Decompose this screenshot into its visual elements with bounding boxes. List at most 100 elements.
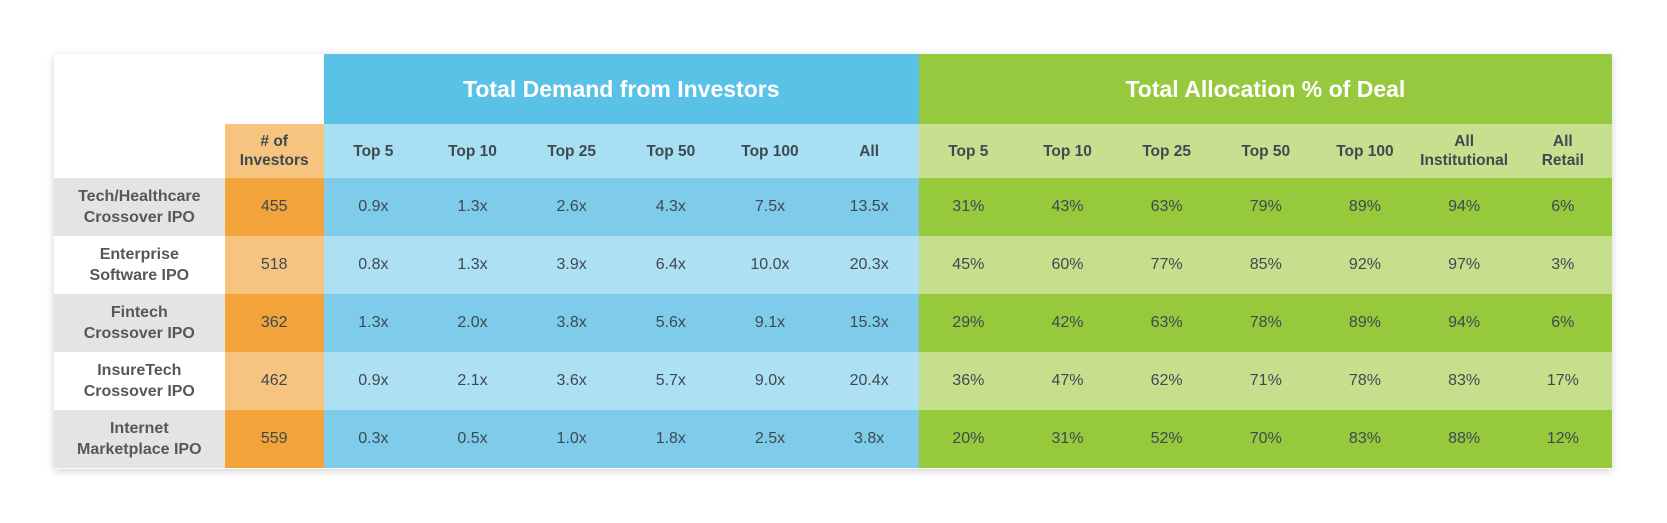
allocation-column-header: Top 10: [1017, 124, 1118, 178]
allocation-cell: 6%: [1513, 178, 1612, 236]
allocation-cell: 77%: [1117, 236, 1217, 294]
allocation-cell: 94%: [1414, 178, 1514, 236]
allocation-cell: 97%: [1414, 236, 1514, 294]
allocation-header-line: All: [1552, 133, 1573, 150]
demand-cell: 3.8x: [522, 294, 622, 352]
allocation-cell: 29%: [918, 294, 1018, 352]
allocation-cell: 89%: [1315, 178, 1415, 236]
demand-cell: 15.3x: [819, 294, 919, 352]
demand-cell: 5.7x: [621, 352, 721, 410]
allocation-header-line: Retail: [1541, 152, 1584, 169]
demand-column-header: All: [819, 124, 919, 178]
demand-cell: 3.9x: [522, 236, 622, 294]
table-row: Fintech Crossover IPO 362 1.3x 2.0x 3.8x 5.6x 9…: [54, 294, 1612, 352]
demand-cell: 20.3x: [819, 236, 919, 294]
allocation-cell: 12%: [1513, 410, 1612, 468]
allocation-header-line: Top 5: [948, 142, 989, 160]
demand-cell: 9.1x: [720, 294, 820, 352]
ipo-demand-table: Total Demand from Investors Total Alloca…: [54, 54, 1612, 468]
demand-cell: 0.9x: [323, 178, 423, 236]
allocation-cell: 42%: [1017, 294, 1118, 352]
allocation-cell: 43%: [1017, 178, 1118, 236]
demand-column-header: Top 50: [621, 124, 721, 178]
row-label: InsureTech Crossover IPO: [54, 352, 225, 410]
investors-cell: 518: [224, 236, 324, 294]
demand-cell: 1.3x: [323, 294, 423, 352]
row-label: Tech/Healthcare Crossover IPO: [54, 178, 225, 236]
demand-column-header: Top 25: [522, 124, 622, 178]
demand-cell: 2.6x: [522, 178, 622, 236]
investors-header-line: # of: [260, 133, 288, 150]
row-label-line: Enterprise: [99, 246, 179, 263]
demand-cell: 0.3x: [323, 410, 423, 468]
allocation-cell: 31%: [1017, 410, 1118, 468]
allocation-cell: 63%: [1117, 294, 1217, 352]
demand-column-header: Top 10: [422, 124, 523, 178]
demand-cell: 10.0x: [720, 236, 820, 294]
allocation-cell: 47%: [1017, 352, 1118, 410]
row-label: Enterprise Software IPO: [54, 236, 225, 294]
allocation-cell: 17%: [1513, 352, 1612, 410]
allocation-cell: 6%: [1513, 294, 1612, 352]
allocation-cell: 89%: [1315, 294, 1415, 352]
allocation-cell: 60%: [1017, 236, 1118, 294]
investors-cell: 455: [224, 178, 324, 236]
demand-cell: 2.0x: [422, 294, 523, 352]
allocation-column-header: Top 50: [1216, 124, 1316, 178]
investors-cell: 559: [224, 410, 324, 468]
allocation-header-line: Top 10: [1043, 142, 1092, 160]
row-label-line: InsureTech: [97, 362, 182, 379]
demand-cell: 1.8x: [621, 410, 721, 468]
demand-group-header: Total Demand from Investors: [323, 54, 919, 124]
demand-cell: 1.3x: [422, 178, 523, 236]
demand-cell: 2.5x: [720, 410, 820, 468]
allocation-cell: 62%: [1117, 352, 1217, 410]
allocation-header-line: Top 100: [1336, 142, 1394, 160]
row-label-line: Tech/Healthcare: [78, 188, 201, 205]
demand-cell: 5.6x: [621, 294, 721, 352]
table-body: Tech/Healthcare Crossover IPO 455 0.9x 1.3x 2…: [54, 178, 1612, 468]
column-header-row: # of Investors Top 5 Top 10 Top 25 Top 50 To…: [54, 124, 1612, 178]
group-header-row: Total Demand from Investors Total Alloca…: [54, 54, 1612, 124]
allocation-cell: 94%: [1414, 294, 1514, 352]
ipo-demand-table-card: Total Demand from Investors Total Alloca…: [54, 54, 1612, 469]
allocation-cell: 85%: [1216, 236, 1316, 294]
allocation-header-line: Top 50: [1241, 142, 1291, 160]
table-row: Internet Marketplace IPO 559 0.3x 0.5x 1.0x 1.…: [54, 410, 1612, 468]
allocation-cell: 83%: [1414, 352, 1514, 410]
allocation-column-header: Top 25: [1117, 124, 1217, 178]
demand-cell: 0.5x: [422, 410, 523, 468]
investors-column-header: # of Investors: [224, 124, 324, 178]
demand-cell: 1.3x: [422, 236, 523, 294]
demand-column-header: Top 5: [323, 124, 423, 178]
allocation-cell: 78%: [1216, 294, 1316, 352]
demand-cell: 13.5x: [819, 178, 919, 236]
investors-cell: 462: [224, 352, 324, 410]
demand-cell: 2.1x: [422, 352, 523, 410]
allocation-column-header: Top 100: [1315, 124, 1415, 178]
allocation-cell: 20%: [918, 410, 1018, 468]
allocation-cell: 78%: [1315, 352, 1415, 410]
allocation-header-line: Top 25: [1142, 142, 1192, 160]
allocation-header-line: Institutional: [1420, 152, 1508, 169]
demand-cell: 3.6x: [522, 352, 622, 410]
table-row: InsureTech Crossover IPO 462 0.9x 2.1x 3.6x 5.…: [54, 352, 1612, 410]
demand-cell: 20.4x: [819, 352, 919, 410]
allocation-header-line: All: [1454, 133, 1474, 150]
demand-cell: 7.5x: [720, 178, 820, 236]
row-label-header-blank: [54, 124, 225, 178]
row-label: Internet Marketplace IPO: [54, 410, 225, 468]
demand-cell: 0.8x: [323, 236, 423, 294]
demand-cell: 0.9x: [323, 352, 423, 410]
row-label-line: Internet: [109, 420, 169, 437]
demand-cell: 9.0x: [720, 352, 820, 410]
allocation-cell: 63%: [1117, 178, 1217, 236]
table-row: Enterprise Software IPO 518 0.8x 1.3x 3.9x 6.4…: [54, 236, 1612, 294]
row-label-line: Crossover IPO: [83, 325, 195, 342]
row-label-line: Fintech: [110, 304, 168, 321]
allocation-group-header: Total Allocation % of Deal: [918, 54, 1612, 124]
allocation-column-header: Top 5: [918, 124, 1018, 178]
allocation-cell: 52%: [1117, 410, 1217, 468]
demand-cell: 3.8x: [819, 410, 919, 468]
allocation-cell: 70%: [1216, 410, 1316, 468]
